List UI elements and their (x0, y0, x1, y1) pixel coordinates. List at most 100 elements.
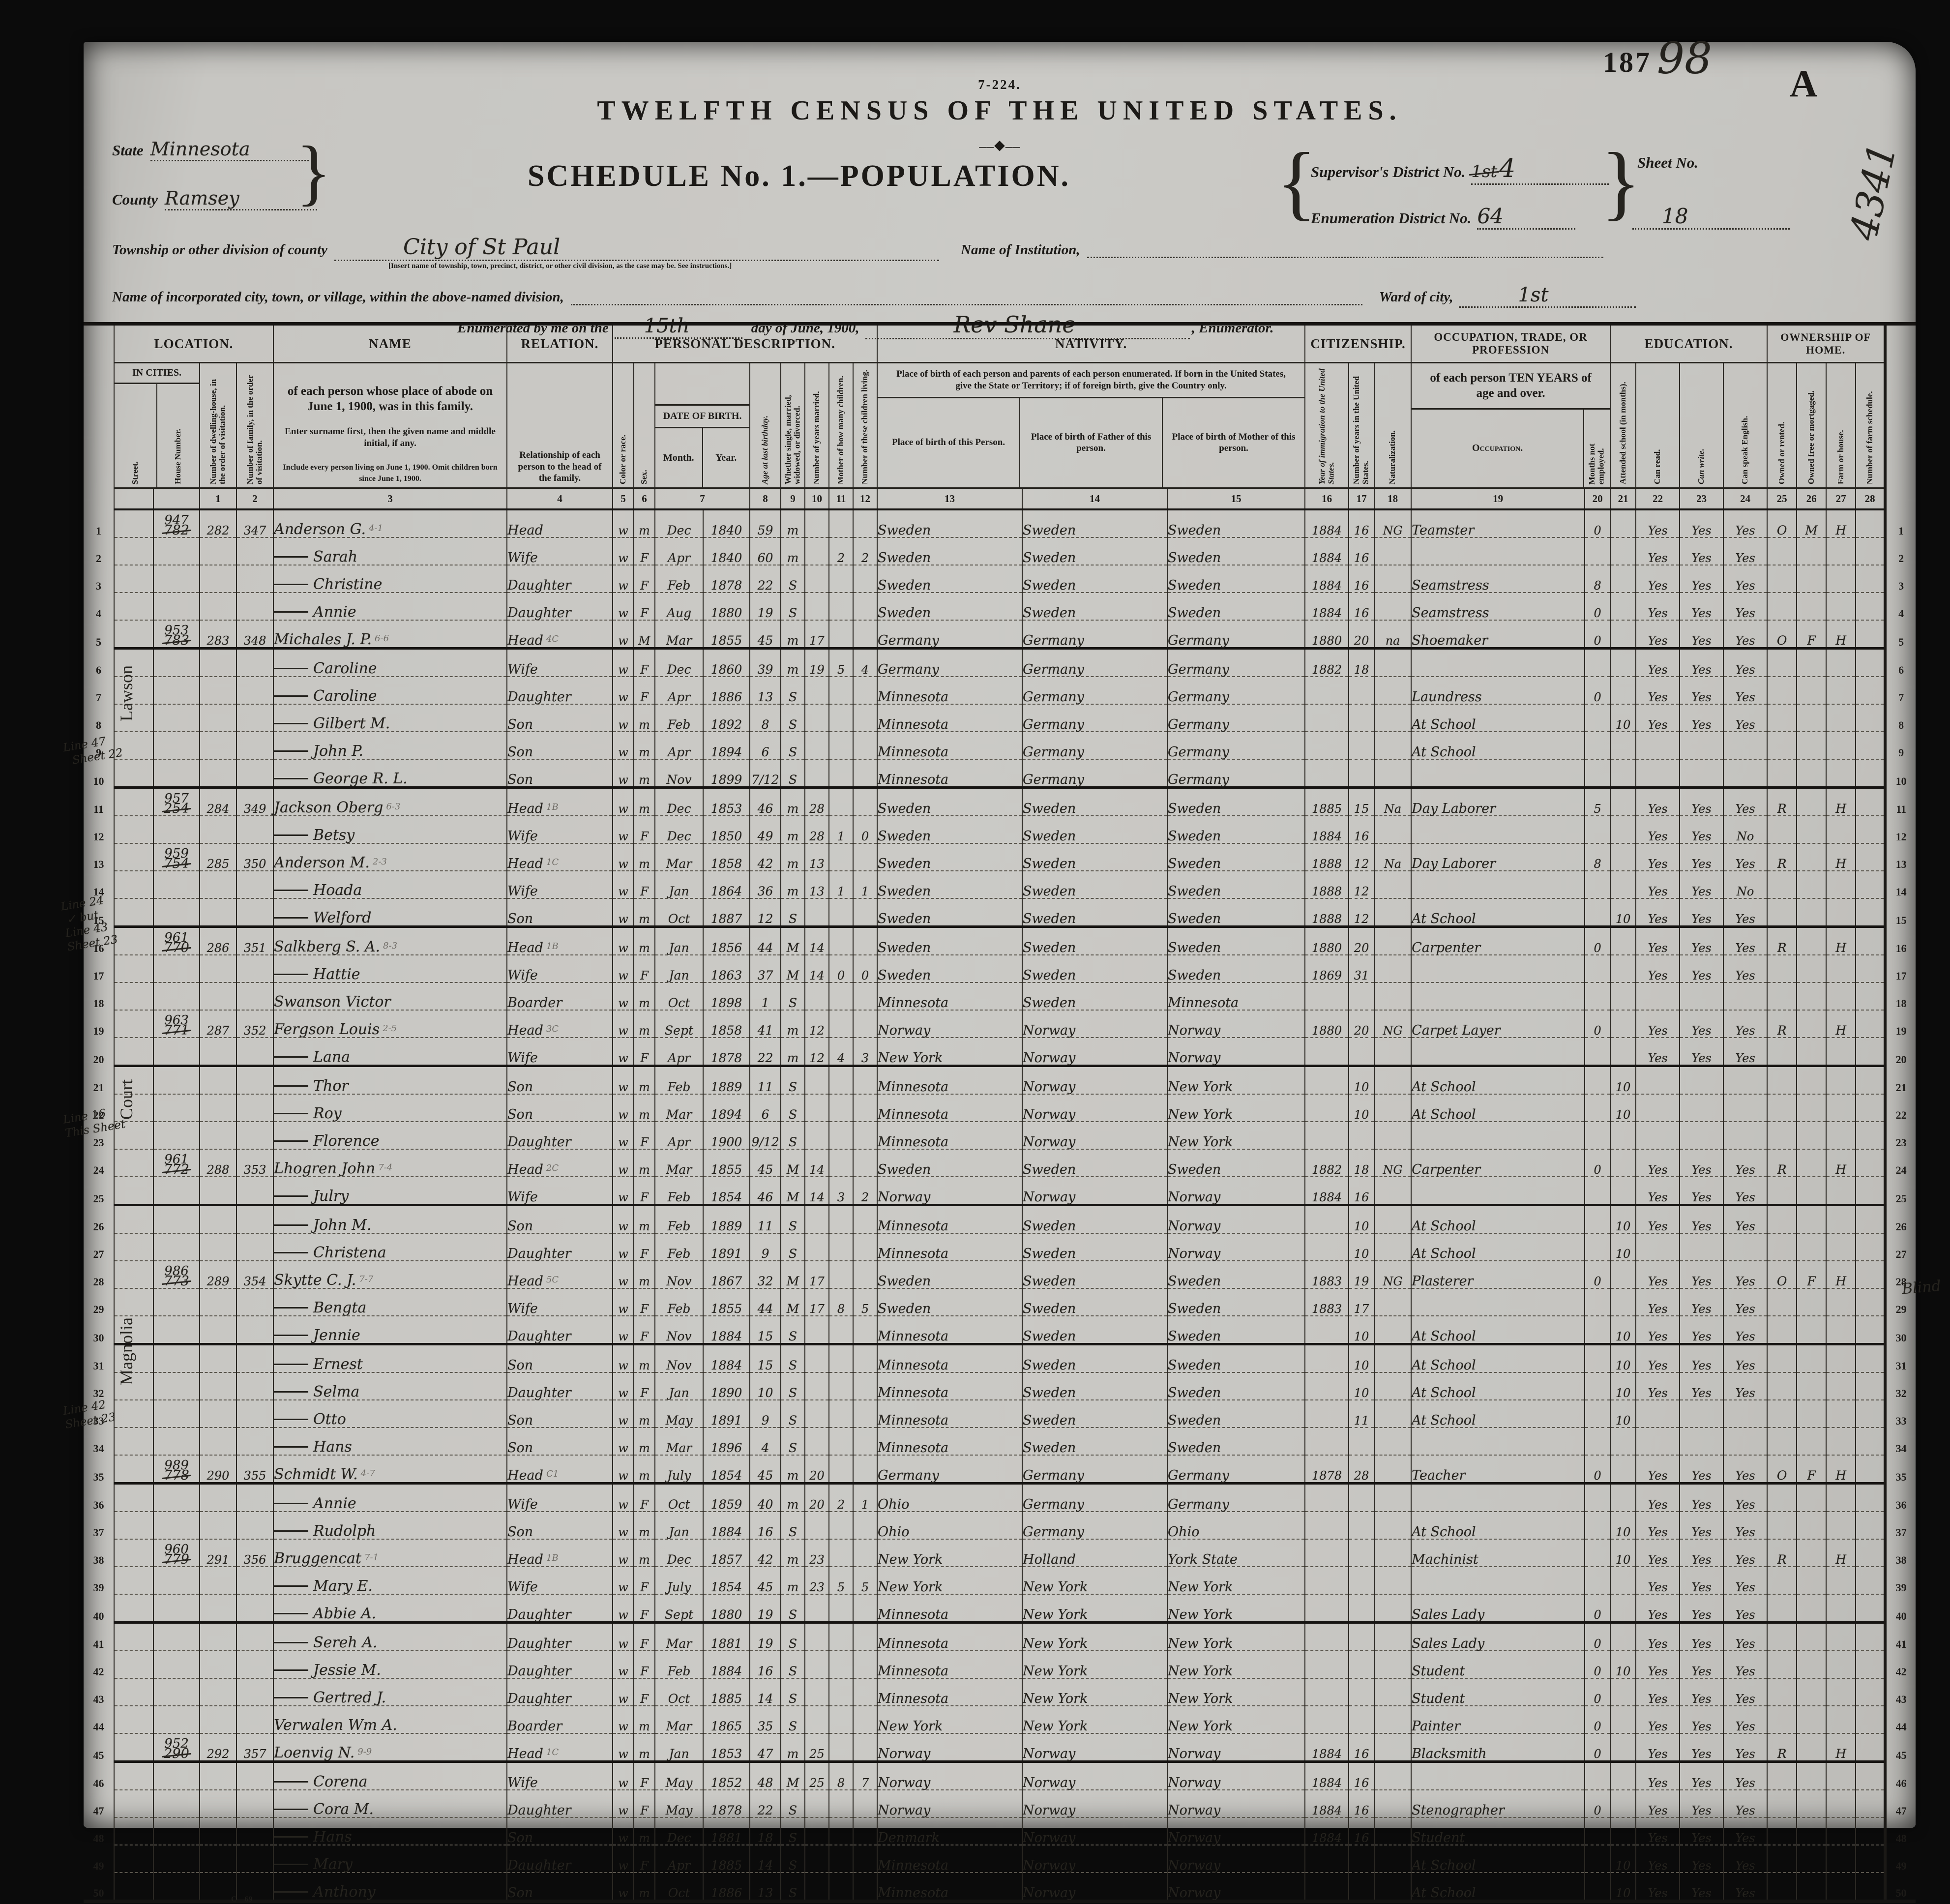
cell-years-married: 13 (804, 871, 829, 899)
cell-naturalization (1374, 1790, 1412, 1818)
row-line-number-left: 19 (93, 1025, 104, 1037)
cell-dwelling-number (199, 1512, 236, 1540)
enumeration-district-field: Enumeration District No. 64 (1311, 204, 1576, 230)
cell-age: 19 (749, 1622, 781, 1651)
cell-years-in-us: 16 (1348, 1817, 1375, 1845)
cell-free-mortgaged (1796, 1344, 1827, 1373)
cell-free-mortgaged (1796, 843, 1827, 871)
cell-birthplace: Sweden (877, 816, 1023, 844)
cell-father-birthplace: New York (1022, 1678, 1168, 1706)
supervisor-district-field: Supervisor's District No. 1st 4 (1311, 154, 1609, 185)
cell-farm-house (1826, 1122, 1856, 1150)
cell-name: Jackson Oberg 6-3 (273, 787, 507, 816)
cell-free-mortgaged (1796, 593, 1827, 621)
cell-children-living (853, 982, 878, 1011)
cell-age: 1 (749, 982, 781, 1011)
cell-years-married (804, 1205, 829, 1234)
cell-dwelling-number (199, 1428, 236, 1456)
cell-can-read: Yes (1635, 1622, 1680, 1651)
cell-mother-birthplace: Norway (1167, 1873, 1305, 1903)
cell-years-in-us (1348, 1845, 1375, 1873)
cell-can-speak-english: Yes (1723, 1733, 1768, 1763)
cell-farm-house: H (1826, 1010, 1856, 1038)
cell-birth-year: 1894 (703, 1094, 750, 1122)
cell-family-number (236, 1790, 274, 1818)
cell-can-speak-english: Yes (1723, 1845, 1768, 1873)
cell-dwelling-number (199, 732, 236, 760)
row-line-number-right: 19 (1895, 1025, 1907, 1037)
cell-name: Mary E. (273, 1567, 507, 1595)
cell-dwelling-number (199, 759, 236, 789)
cell-occupation: Stenographer (1411, 1790, 1585, 1818)
cell-school-months (1610, 1817, 1636, 1845)
cell-owned-rented (1767, 1038, 1797, 1067)
cell-family-number (236, 1483, 274, 1512)
cell-birth-year: 1889 (703, 1066, 750, 1095)
cell-owned-rented: O (1767, 1455, 1797, 1485)
table-row: 27 Christena Daughter w F Feb 1891 9 S Minnesota S… (84, 1233, 1916, 1261)
cell-occupation (1411, 982, 1585, 1011)
cell-free-mortgaged (1796, 1233, 1827, 1261)
row-line-number-right: 13 (1895, 858, 1907, 870)
cell-owned-rented: R (1767, 926, 1797, 955)
cell-occupation: At School (1411, 1205, 1585, 1234)
cell-relation: Head 2C (506, 1149, 613, 1177)
cell-can-write: Yes (1679, 1817, 1724, 1845)
cell-relation: Head 1B (506, 787, 613, 816)
cell-mother-birthplace: Sweden (1167, 871, 1305, 899)
cell-color-race: w (612, 537, 634, 565)
cell-years-married: 17 (804, 1288, 829, 1316)
cell-birthplace: Sweden (877, 593, 1023, 621)
birthplace-person-label: Place of birth of this Person. (878, 398, 1021, 487)
cell-family-number: 351 (236, 926, 274, 955)
column-number-26: 26 (1796, 488, 1827, 510)
cell-family-number (236, 1316, 274, 1345)
cell-immigration-year: 1884 (1304, 593, 1349, 621)
cell-occupation: Seamstress (1411, 565, 1585, 593)
cell-can-read: Yes (1635, 1790, 1680, 1818)
cell-birth-month: Dec (654, 1539, 704, 1567)
cell-years-in-us: 16 (1348, 1761, 1375, 1790)
cell-house-number: 961770 (153, 926, 200, 955)
corner-letter: A (1790, 62, 1818, 105)
cell-street (114, 1316, 153, 1345)
cell-children-living: 3 (853, 1038, 878, 1067)
cell-can-read (1635, 1428, 1680, 1456)
table-row: 20 Lana Wife w F Apr 1878 22 m 12 4 3 New York Norway… (84, 1038, 1916, 1067)
cell-years-married (804, 1066, 829, 1095)
cell-immigration-year (1304, 1400, 1349, 1428)
table-row: 9 John P. Son w m Apr 1894 6 S Minnesota Germany Ge… (84, 732, 1916, 760)
cell-birth-year: 1891 (703, 1233, 750, 1261)
cell-name: Annie (273, 1483, 507, 1512)
cell-dwelling-number (199, 1038, 236, 1067)
can-write-column-label: Can write. (1679, 362, 1724, 489)
cell-color-race: w (612, 1094, 634, 1122)
census-table-wrap: LOCATION. NAME RELATION. PERSONAL DESCRIPTI… (84, 322, 1916, 1904)
cell-can-read: Yes (1635, 1344, 1680, 1373)
cell-father-birthplace: Germany (1022, 620, 1168, 650)
cell-birth-month: Mar (654, 1428, 704, 1456)
occupation-column-label: Occupation. (1412, 409, 1585, 487)
ward-label: Ward of city, (1379, 289, 1453, 305)
cell-mother-of (828, 620, 854, 650)
cell-can-write: Yes (1679, 926, 1724, 955)
cell-mother-of (828, 1205, 854, 1234)
cell-months-not-employed (1584, 1177, 1611, 1206)
cell-age: 22 (749, 1790, 781, 1818)
cell-family-number (236, 1066, 274, 1095)
cell-street (114, 1400, 153, 1428)
cell-years-in-us: 16 (1348, 593, 1375, 621)
cell-sex: m (633, 509, 655, 538)
cell-months-not-employed (1584, 1094, 1611, 1122)
cell-can-write: Yes (1679, 1344, 1724, 1373)
cell-can-speak-english: Yes (1723, 1761, 1768, 1790)
row-line-number-right: 5 (1898, 635, 1904, 648)
cell-children-living: 0 (853, 816, 878, 844)
table-row: 7 Caroline Daughter w F Apr 1886 13 S Minnesota Ge… (84, 677, 1916, 705)
cell-can-speak-english: Yes (1723, 1594, 1768, 1624)
cell-sex: m (633, 787, 655, 816)
cell-color-race: w (612, 565, 634, 593)
cell-dwelling-number (199, 677, 236, 705)
cell-occupation: At School (1411, 1233, 1585, 1261)
cell-occupation (1411, 1567, 1585, 1595)
